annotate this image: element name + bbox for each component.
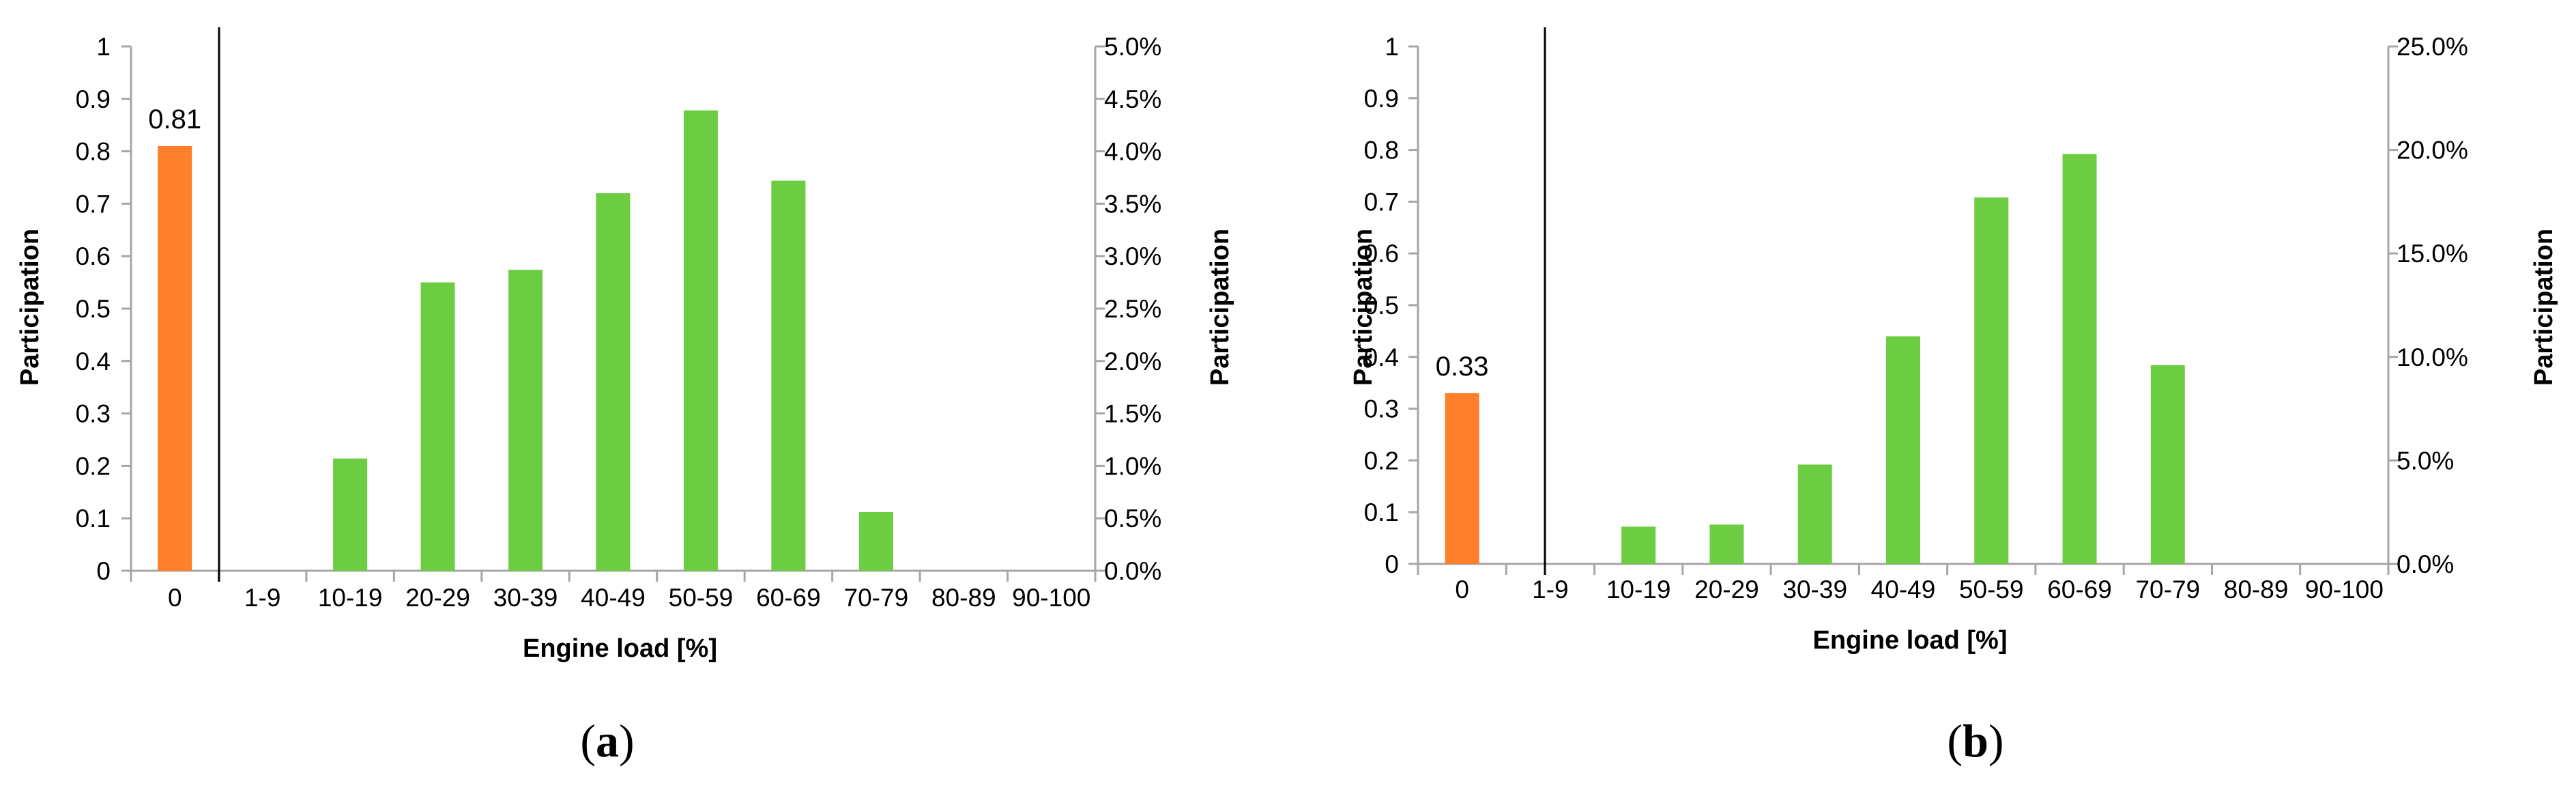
engine-load-bar [420, 282, 455, 571]
left-y-tick-label: 1 [1385, 33, 1399, 61]
engine-load-bar [1797, 464, 1832, 564]
right-y-tick-label: 5.0% [2397, 446, 2454, 474]
engine-load-bar [1886, 336, 1920, 564]
panel-label-open-paren: ( [580, 715, 596, 767]
right-y-tick-label: 3.0% [1104, 242, 1161, 270]
x-tick-label: 1-9 [1532, 576, 1568, 604]
right-y-tick-label: 1.5% [1104, 400, 1161, 428]
panel-label-open-paren: ( [1947, 715, 1963, 767]
right-y-axis-title: Participation [2530, 229, 2558, 386]
left-y-tick-label: 0.2 [76, 452, 111, 480]
left-y-axis-title: Participation [1349, 229, 1378, 386]
panel-label-close-paren: ) [1988, 715, 2004, 767]
engine-load-bar [771, 180, 806, 571]
x-tick-label: 30-39 [1782, 576, 1847, 604]
left-y-tick-label: 0.3 [1364, 395, 1399, 423]
x-tick-label: 40-49 [1871, 576, 1936, 604]
x-tick-label: 10-19 [1606, 576, 1671, 604]
zero-load-bar [1445, 393, 1479, 564]
engine-load-bar [1709, 524, 1744, 564]
x-tick-label: 60-69 [2047, 576, 2112, 604]
x-tick-label: 20-29 [405, 584, 470, 612]
left-y-tick-label: 0 [1385, 550, 1399, 578]
left-y-tick-label: 0.6 [1364, 240, 1399, 268]
left-y-tick-label: 0.9 [76, 85, 111, 113]
left-y-tick-label: 0.4 [76, 348, 111, 375]
x-tick-label: 0 [168, 584, 182, 612]
x-tick-label: 80-89 [931, 584, 996, 612]
engine-load-bar [1621, 526, 1656, 564]
right-y-tick-label: 0.0% [1104, 557, 1161, 585]
x-tick-label: 30-39 [493, 584, 558, 612]
left-y-tick-label: 0.1 [76, 505, 111, 533]
engine-load-bar [2062, 154, 2097, 564]
left-y-tick-label: 0.5 [1364, 292, 1399, 320]
x-axis-title: Engine load [%] [523, 634, 717, 663]
x-tick-label: 20-29 [1694, 576, 1759, 604]
panel-label-letter: b [1963, 715, 1988, 767]
engine-load-bar [2150, 365, 2185, 564]
left-y-tick-label: 0.3 [76, 400, 111, 428]
zero-load-bar [158, 145, 192, 571]
x-tick-label: 70-79 [2135, 576, 2200, 604]
panel-label-close-paren: ) [619, 715, 635, 767]
left-y-tick-label: 0.7 [76, 190, 111, 218]
x-tick-label: 80-89 [2224, 576, 2289, 604]
left-y-tick-label: 0.8 [76, 138, 111, 166]
left-y-axis-title: Participation [16, 229, 44, 386]
engine-load-bar [683, 110, 718, 571]
x-tick-label: 1-9 [244, 584, 280, 612]
x-tick-label: 0 [1455, 576, 1469, 604]
right-y-tick-label: 20.0% [2397, 137, 2468, 165]
right-y-tick-label: 10.0% [2397, 343, 2468, 371]
x-tick-label: 70-79 [844, 584, 909, 612]
left-y-tick-label: 0.2 [1364, 446, 1399, 474]
engine-load-bar [596, 193, 631, 571]
x-tick-label: 90-100 [1012, 584, 1090, 612]
engine-load-bar [1974, 197, 2009, 564]
right-y-tick-label: 2.0% [1104, 348, 1161, 375]
left-y-tick-label: 0.7 [1364, 188, 1399, 216]
right-y-tick-label: 0.0% [2397, 550, 2454, 578]
left-y-tick-label: 0.9 [1364, 85, 1399, 113]
left-y-tick-label: 0 [96, 557, 111, 585]
right-y-tick-label: 0.5% [1104, 505, 1161, 533]
right-y-tick-label: 3.5% [1104, 190, 1161, 218]
zero-bar-data-label: 0.33 [1436, 352, 1489, 382]
panel-label: (a) [580, 715, 634, 767]
left-y-tick-label: 0.8 [1364, 137, 1399, 165]
right-y-tick-label: 4.5% [1104, 85, 1161, 113]
zero-bar-data-label: 0.81 [148, 104, 201, 134]
left-y-tick-label: 0.1 [1364, 498, 1399, 526]
x-tick-label: 10-19 [318, 584, 383, 612]
right-y-tick-label: 25.0% [2397, 33, 2468, 61]
right-y-axis-title: Participation [1206, 229, 1234, 386]
panel-label-letter: a [596, 715, 619, 767]
right-y-tick-label: 2.5% [1104, 295, 1161, 323]
left-y-tick-label: 0.4 [1364, 343, 1399, 371]
right-y-tick-label: 1.0% [1104, 452, 1161, 480]
panel-label: (b) [1947, 715, 2003, 767]
x-tick-label: 60-69 [756, 584, 821, 612]
engine-load-bar [508, 270, 543, 571]
left-y-tick-label: 1 [96, 33, 111, 61]
engine-load-bar [858, 511, 893, 571]
x-tick-label: 50-59 [1959, 576, 2024, 604]
x-tick-label: 40-49 [581, 584, 646, 612]
left-y-tick-label: 0.6 [76, 242, 111, 270]
left-y-tick-label: 0.5 [76, 295, 111, 323]
x-tick-label: 50-59 [669, 584, 734, 612]
engine-load-bar [333, 458, 368, 571]
x-axis-title: Engine load [%] [1813, 626, 2008, 655]
right-y-tick-label: 5.0% [1104, 33, 1161, 61]
x-tick-label: 90-100 [2305, 576, 2384, 604]
right-y-tick-label: 4.0% [1104, 138, 1161, 166]
right-y-tick-label: 15.0% [2397, 240, 2468, 268]
